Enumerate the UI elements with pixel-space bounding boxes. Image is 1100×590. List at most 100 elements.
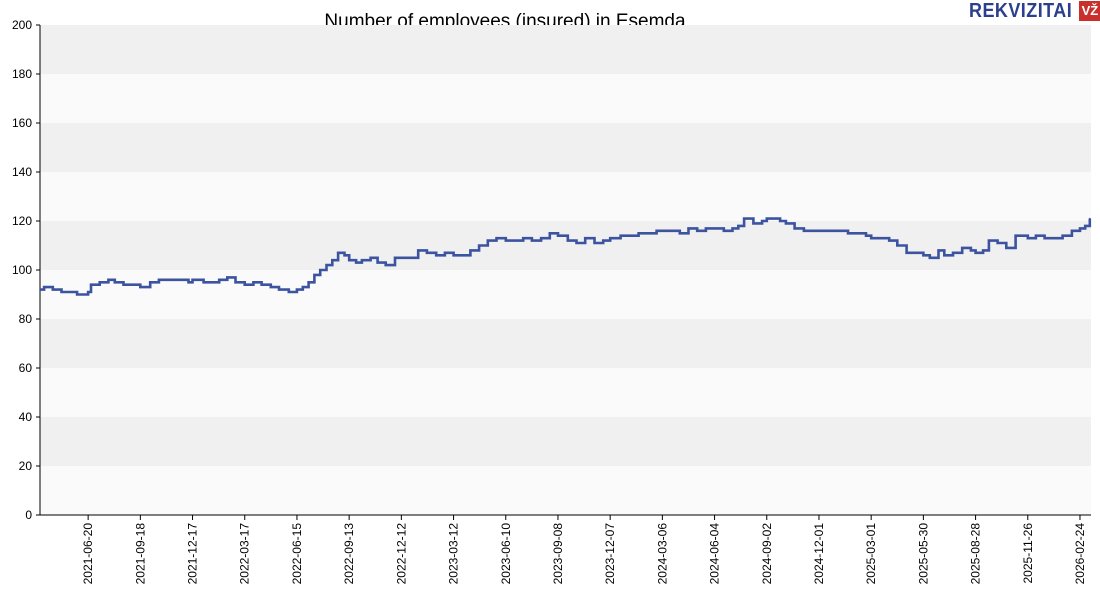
data-point <box>218 279 221 281</box>
data-point <box>243 283 246 286</box>
data-point <box>661 230 664 232</box>
y-tick-label: 140 <box>12 165 32 179</box>
data-point <box>296 288 298 291</box>
y-tick-label: 80 <box>19 312 33 326</box>
y-tick-label: 160 <box>12 116 32 130</box>
grid-band <box>40 74 1091 123</box>
x-tick-label: 2022-09-13 <box>342 523 356 585</box>
data-point <box>773 217 776 220</box>
y-tick-label: 120 <box>12 214 32 228</box>
y-tick-label: 0 <box>25 508 32 522</box>
data-point <box>803 230 805 232</box>
data-point <box>178 279 181 281</box>
data-point <box>896 244 899 247</box>
y-axis-ticks: 0 20 40 60 80 100 120 140 160 180 200 <box>12 18 40 522</box>
grid-band <box>40 270 1091 319</box>
grid-band <box>40 123 1091 172</box>
data-point <box>260 283 263 286</box>
data-point <box>687 227 690 230</box>
data-point <box>486 239 489 242</box>
x-tick-label: 2022-12-12 <box>394 523 408 585</box>
data-point <box>202 281 205 284</box>
data-point <box>1005 247 1008 249</box>
data-point <box>1026 237 1029 239</box>
data-point <box>452 254 455 257</box>
data-point <box>60 291 63 293</box>
data-point <box>974 252 977 254</box>
data-point <box>970 249 972 252</box>
data-point <box>69 291 71 293</box>
x-tick-label: 2024-06-04 <box>708 523 722 585</box>
data-point <box>937 249 940 252</box>
data-point <box>678 232 681 235</box>
data-point <box>384 264 387 266</box>
data-point <box>761 220 763 222</box>
data-point <box>878 237 881 239</box>
data-point <box>90 283 92 286</box>
y-tick-label: 20 <box>19 459 33 473</box>
data-point <box>319 269 321 271</box>
y-tick-label: 40 <box>19 410 33 424</box>
data-point <box>469 249 472 252</box>
data-point <box>39 288 41 291</box>
data-point <box>865 234 867 237</box>
x-tick-label: 2022-06-15 <box>290 523 304 585</box>
data-point <box>731 227 734 230</box>
rekvizitai-logo[interactable]: REKVIZITAI VŽ <box>969 0 1100 22</box>
grid-band <box>40 172 1091 221</box>
data-point <box>943 254 946 257</box>
data-point <box>331 259 334 262</box>
data-point <box>829 230 831 232</box>
data-point <box>961 247 964 249</box>
data-point <box>779 220 781 222</box>
data-point <box>478 244 480 247</box>
data-point <box>167 279 169 281</box>
data-point <box>705 227 707 230</box>
data-point <box>234 281 237 284</box>
data-point <box>191 279 194 281</box>
data-point <box>76 293 78 296</box>
data-point <box>609 237 611 239</box>
data-point <box>1014 234 1017 237</box>
data-point <box>1035 234 1037 237</box>
data-point <box>87 291 89 293</box>
data-point <box>495 237 498 239</box>
data-point <box>208 281 211 284</box>
data-point <box>713 227 716 230</box>
data-point <box>301 286 304 288</box>
grid-band <box>40 25 1091 74</box>
data-point <box>655 230 658 232</box>
grid-band <box>40 417 1091 466</box>
data-point <box>343 254 346 257</box>
data-point <box>602 239 605 242</box>
x-tick-label: 2023-03-12 <box>447 523 461 585</box>
data-point <box>149 281 152 284</box>
grid-band <box>40 466 1091 515</box>
data-point <box>313 274 316 276</box>
data-point <box>129 283 132 286</box>
data-point <box>629 234 631 237</box>
data-point <box>107 279 110 281</box>
x-tick-label: 2022-03-17 <box>238 523 252 585</box>
data-point <box>187 281 190 284</box>
data-point <box>982 249 984 252</box>
data-point <box>785 222 787 225</box>
data-point <box>696 230 698 232</box>
data-point <box>513 239 516 242</box>
data-point <box>355 261 357 264</box>
data-point <box>1084 225 1086 227</box>
data-point <box>811 230 814 232</box>
data-point <box>417 249 419 252</box>
data-point <box>1020 234 1023 237</box>
x-tick-label: 2024-03-06 <box>655 523 669 585</box>
data-point <box>1061 234 1064 237</box>
x-tick-label: 2024-09-02 <box>760 523 774 585</box>
data-point <box>270 286 272 288</box>
data-point <box>593 242 596 244</box>
data-point <box>122 283 125 286</box>
y-tick-label: 100 <box>12 263 32 277</box>
data-point <box>337 252 339 254</box>
data-point <box>307 281 310 284</box>
data-point <box>913 252 916 254</box>
data-point <box>847 232 849 235</box>
